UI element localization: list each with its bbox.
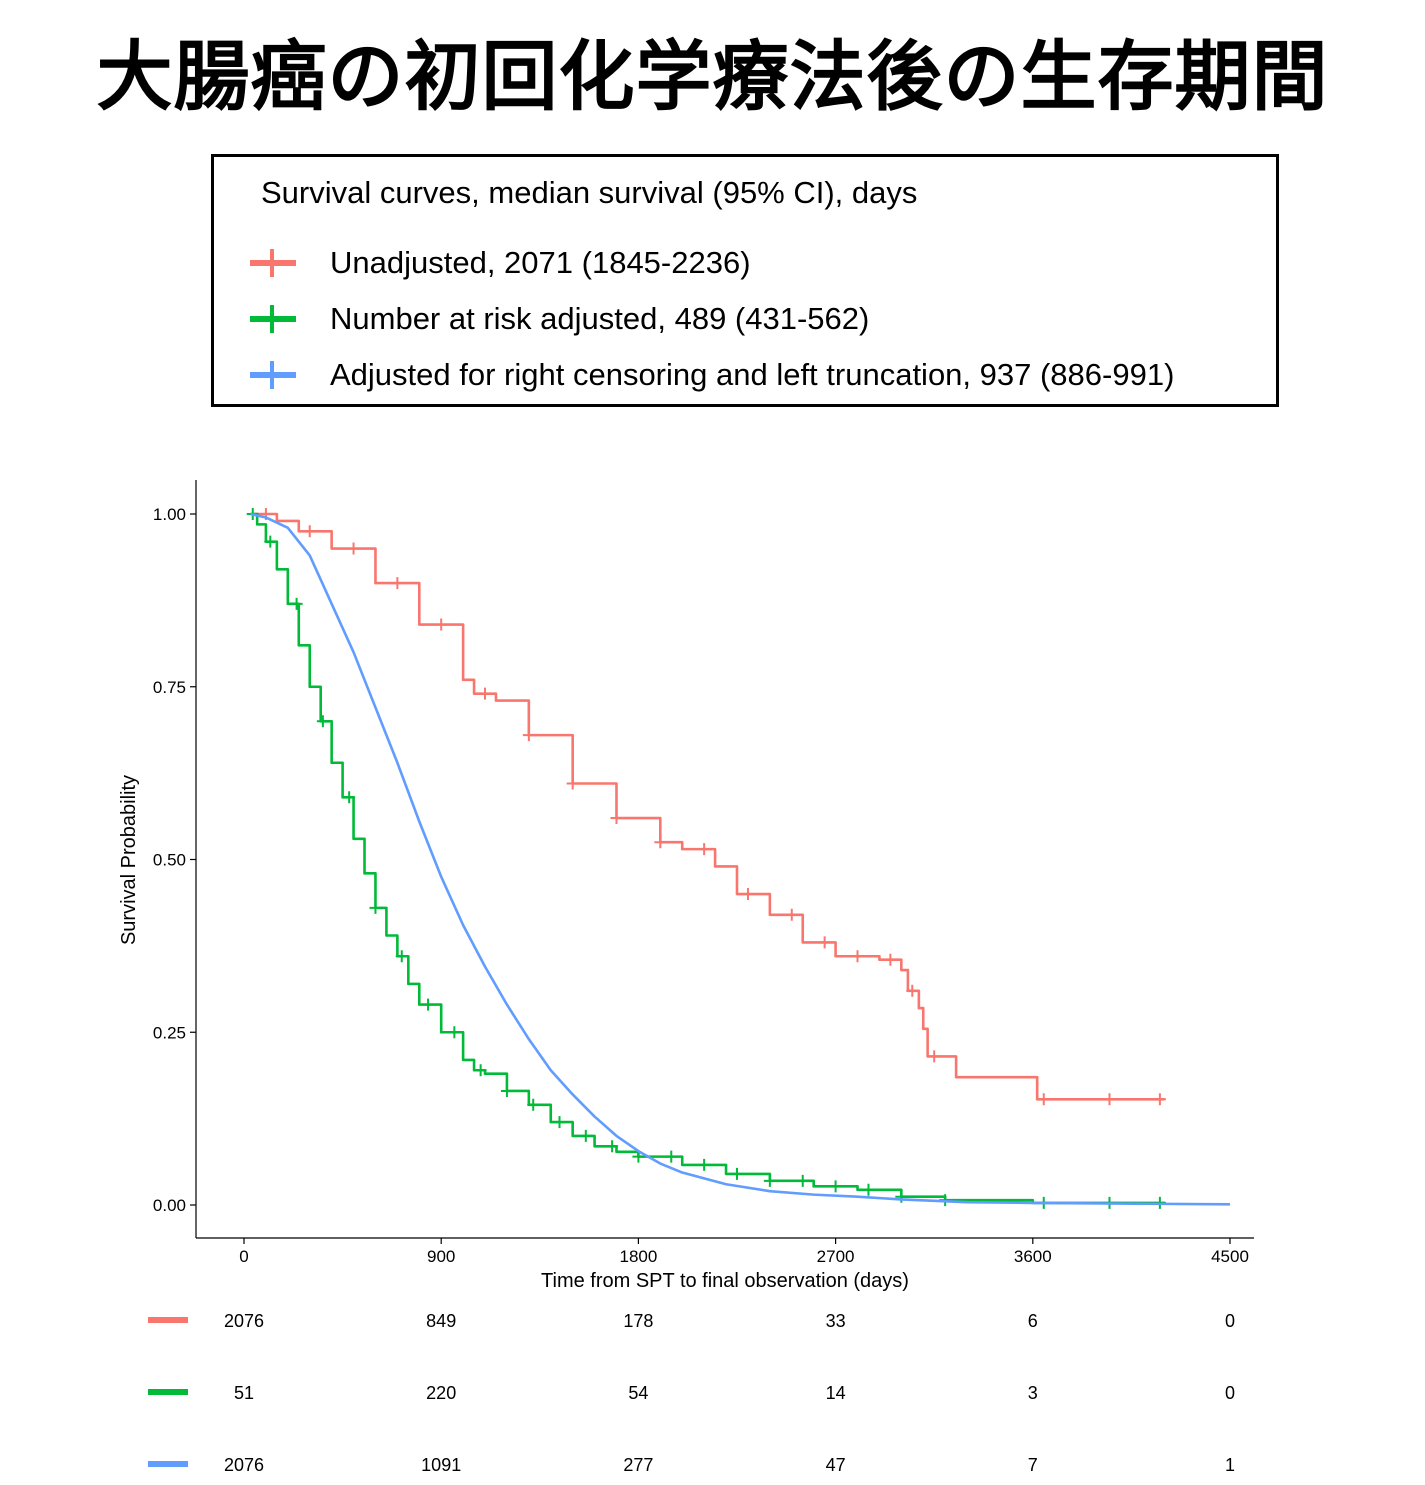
censor-mark [343, 791, 356, 804]
series-line-2 [250, 512, 1231, 1206]
risk-cell: 2076 [224, 1455, 264, 1475]
risk-cell: 7 [1028, 1455, 1038, 1475]
censor-mark [347, 542, 360, 555]
risk-cell: 178 [623, 1311, 653, 1331]
censor-mark [829, 1180, 842, 1193]
censor-mark [1103, 1093, 1116, 1106]
censor-mark [527, 1098, 540, 1111]
censor-mark [303, 525, 316, 538]
risk-cell: 0 [1225, 1383, 1235, 1403]
legend-title: Survival curves, median survival (95% CI… [261, 175, 918, 210]
censor-mark [665, 1150, 678, 1163]
x-tick-label: 2700 [817, 1247, 855, 1266]
censor-mark [316, 715, 329, 728]
censor-mark [818, 936, 831, 949]
censor-mark [731, 1167, 743, 1180]
censor-mark [566, 777, 579, 790]
censor-mark [369, 901, 382, 914]
x-tick-label: 4500 [1211, 1247, 1249, 1266]
legend-entry-censoring-adjusted: Adjusted for right censoring and left tr… [214, 355, 1276, 395]
censor-mark [851, 950, 864, 963]
legend-label-censoring-adjusted: Adjusted for right censoring and left tr… [330, 357, 1175, 392]
risk-cell: 3 [1028, 1383, 1038, 1403]
legend-entry-unadjusted: Unadjusted, 2071 (1845-2236) [214, 243, 1276, 283]
censor-mark [785, 908, 798, 921]
censor-mark [606, 1140, 619, 1153]
risk-table: 2076 849 178 33 6 0 51 220 54 14 3 0 2076 1091 277 47 7 1 [148, 1311, 1235, 1475]
y-tick-label: 1.00 [153, 505, 186, 524]
y-tick-label: 0.75 [153, 678, 186, 697]
y-tick-label: 0.50 [153, 851, 186, 870]
risk-cell: 14 [826, 1383, 846, 1403]
censor-mark [741, 888, 754, 901]
censor-mark [906, 984, 919, 997]
censor-mark [264, 535, 277, 548]
axes: 0.00 0.25 0.50 0.75 1.00 0 900 1800 2700 3600 4500 [153, 480, 1254, 1266]
censor-mark [500, 1084, 513, 1097]
y-tick-label: 0.00 [153, 1196, 186, 1215]
x-tick-label: 0 [239, 1247, 248, 1266]
series-1 [246, 508, 1166, 1209]
censor-mark [448, 1026, 461, 1039]
y-axis-title: Survival Probability [118, 775, 140, 945]
series-line-1 [250, 512, 1166, 1205]
x-axis-title: Time from SPT to final observation (days… [541, 1270, 909, 1292]
risk-cell: 1091 [421, 1455, 461, 1475]
risk-cell: 47 [826, 1455, 846, 1475]
censor-mark [698, 843, 711, 856]
x-tick-label: 1800 [619, 1247, 657, 1266]
legend: Survival curves, median survival (95% CI… [211, 154, 1279, 407]
risk-cell: 51 [234, 1383, 254, 1403]
risk-cell: 54 [628, 1383, 648, 1403]
censor-mark [422, 998, 435, 1011]
legend-key-censoring-adjusted [250, 355, 296, 395]
censor-mark [479, 687, 492, 700]
censor-mark [632, 1150, 645, 1163]
censor-mark [579, 1129, 592, 1142]
risk-cell: 220 [426, 1383, 456, 1403]
censor-mark [884, 953, 897, 966]
legend-label-unadjusted: Unadjusted, 2071 (1845-2236) [330, 245, 751, 280]
series-line-0 [250, 512, 1165, 1101]
risk-cell: 6 [1028, 1311, 1038, 1331]
legend-entry-risk-adjusted: Number at risk adjusted, 489 (431-562) [214, 299, 1276, 339]
censor-mark [474, 1064, 487, 1077]
censor-mark [698, 1158, 711, 1171]
censor-mark [522, 729, 535, 742]
censor-mark [1153, 1093, 1166, 1106]
censor-mark [395, 950, 408, 963]
censor-mark [1037, 1093, 1050, 1106]
censor-mark [391, 577, 404, 590]
censor-mark [654, 836, 667, 849]
censor-mark [610, 812, 623, 825]
risk-cell: 33 [826, 1311, 846, 1331]
risk-cell: 849 [426, 1311, 456, 1331]
page-title: 大腸癌の初回化学療法後の生存期間 [96, 32, 1329, 121]
risk-cell: 2076 [224, 1311, 264, 1331]
censor-mark [928, 1050, 941, 1063]
series-0 [250, 508, 1166, 1106]
risk-cell: 1 [1225, 1455, 1235, 1475]
x-tick-label: 3600 [1014, 1247, 1052, 1266]
legend-key-risk-adjusted [250, 299, 296, 339]
series-2 [250, 512, 1231, 1206]
risk-cell: 0 [1225, 1311, 1235, 1331]
censor-mark [862, 1183, 875, 1196]
censor-mark [553, 1116, 566, 1129]
legend-key-unadjusted [250, 243, 296, 283]
risk-cell: 277 [623, 1455, 653, 1475]
censor-mark [290, 597, 303, 610]
survival-curves [246, 508, 1231, 1209]
y-tick-label: 0.25 [153, 1023, 186, 1042]
legend-label-risk-adjusted: Number at risk adjusted, 489 (431-562) [330, 301, 870, 336]
censor-mark [796, 1174, 809, 1187]
censor-mark [763, 1174, 776, 1187]
x-tick-label: 900 [427, 1247, 455, 1266]
censor-mark [435, 618, 448, 631]
